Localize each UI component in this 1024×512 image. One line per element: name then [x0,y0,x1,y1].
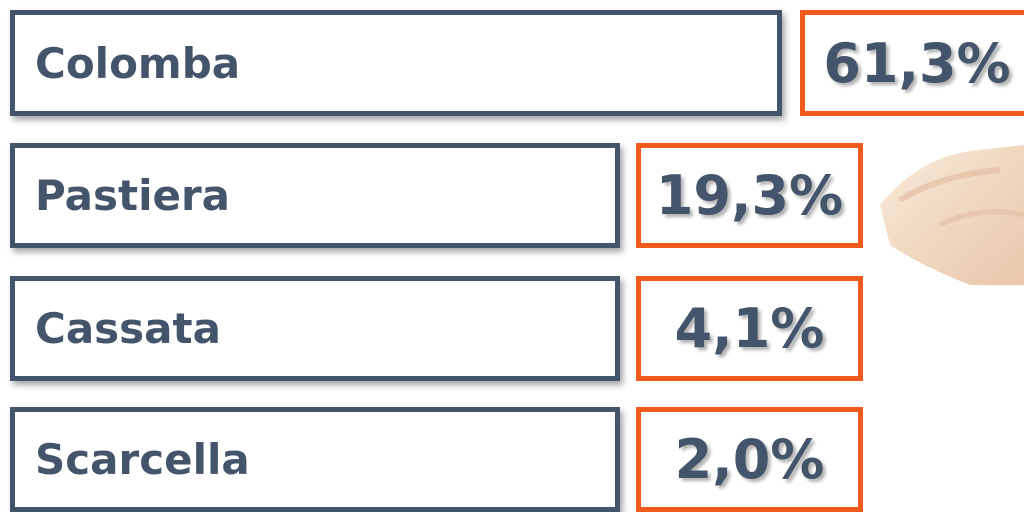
item-label: Colomba [15,39,240,88]
item-box: Cassata [10,276,620,381]
pastry-image [880,145,1024,285]
item-label: Cassata [15,304,221,353]
item-label: Scarcella [15,435,250,484]
item-label: Pastiera [15,171,230,220]
item-box: Colomba [10,10,782,116]
item-value: 19,3% [636,143,863,248]
item-value: 4,1% [636,276,863,381]
page: {"items": [ {"label": "Colomba", "value"… [0,0,1024,511]
item-value: 2,0% [636,407,863,512]
item-box: Scarcella [10,407,620,512]
item-box: Pastiera [10,143,620,248]
item-value: 61,3% [800,10,1024,116]
